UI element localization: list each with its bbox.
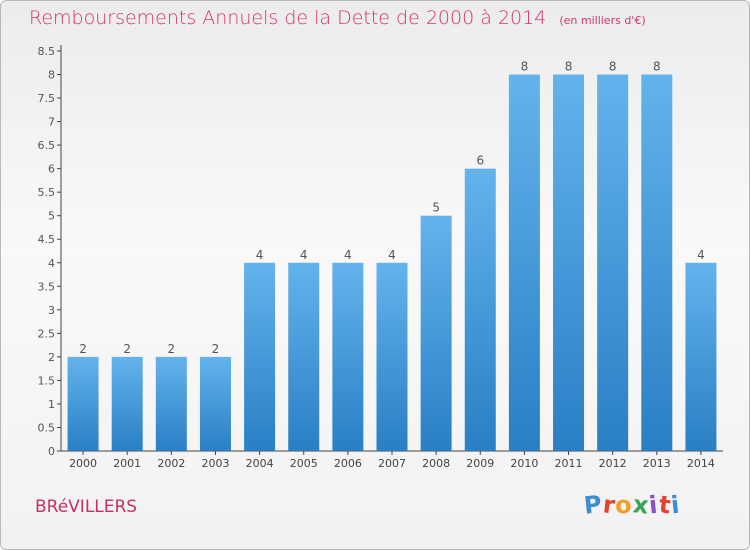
y-tick-label: 5 — [48, 210, 55, 223]
y-tick-label: 3 — [48, 304, 55, 317]
bar — [288, 262, 320, 451]
bar — [111, 356, 143, 451]
y-tick-label: 8.5 — [38, 45, 56, 58]
bar — [376, 262, 408, 451]
x-tick-label: 2005 — [290, 457, 318, 470]
y-tick-label: 6 — [48, 163, 55, 176]
title-row: Remboursements Annuels de la Dette de 20… — [29, 7, 646, 29]
chart-title: Remboursements Annuels de la Dette de 20… — [29, 7, 547, 29]
bar-value-label: 8 — [565, 60, 573, 74]
bar — [332, 262, 364, 451]
logo-letter: i — [669, 490, 682, 520]
y-tick-label: 6.5 — [38, 139, 56, 152]
bar — [244, 262, 276, 451]
x-tick-label: 2003 — [201, 457, 229, 470]
y-tick-label: 8 — [48, 69, 55, 82]
bar-value-label: 8 — [521, 60, 529, 74]
bar — [685, 262, 717, 451]
bar — [420, 215, 452, 451]
x-tick-label: 2011 — [555, 457, 583, 470]
x-tick-label: 2008 — [422, 457, 450, 470]
bar-value-label: 4 — [300, 248, 308, 262]
chart-subtitle: (en milliers d'€) — [559, 14, 646, 27]
bar-value-label: 2 — [168, 342, 176, 356]
bar-value-label: 2 — [212, 342, 220, 356]
commune-name: BRéVILLERS — [35, 497, 138, 517]
y-tick-label: 3.5 — [38, 280, 56, 293]
y-tick-label: 1.5 — [38, 374, 56, 387]
x-tick-label: 2002 — [157, 457, 185, 470]
y-tick-label: 4.5 — [38, 233, 56, 246]
bar — [67, 356, 99, 451]
bar — [597, 74, 629, 451]
y-tick-label: 7 — [48, 116, 55, 129]
x-tick-label: 2000 — [69, 457, 97, 470]
bar — [464, 168, 496, 451]
x-tick-label: 2001 — [113, 457, 141, 470]
bar-value-label: 8 — [653, 60, 661, 74]
bar-value-label: 8 — [609, 60, 617, 74]
x-tick-label: 2014 — [687, 457, 715, 470]
y-tick-label: 0.5 — [38, 421, 56, 434]
x-tick-label: 2013 — [643, 457, 671, 470]
proxiti-logo[interactable]: Proxiti — [583, 490, 682, 520]
bar — [508, 74, 540, 451]
bar — [553, 74, 585, 451]
bar-value-label: 6 — [476, 154, 484, 168]
bar-value-label: 5 — [432, 201, 440, 215]
bar — [155, 356, 187, 451]
y-tick-label: 2 — [48, 351, 55, 364]
bar-value-label: 4 — [344, 248, 352, 262]
x-tick-label: 2004 — [246, 457, 274, 470]
y-tick-label: 1 — [48, 398, 55, 411]
bar-value-label: 2 — [79, 342, 87, 356]
bar-value-label: 4 — [697, 248, 705, 262]
x-tick-label: 2012 — [599, 457, 627, 470]
bar — [641, 74, 673, 451]
x-tick-label: 2009 — [466, 457, 494, 470]
y-tick-label: 5.5 — [38, 186, 56, 199]
y-tick-label: 4 — [48, 257, 55, 270]
bar-value-label: 4 — [388, 248, 396, 262]
bar-value-label: 2 — [123, 342, 131, 356]
y-tick-label: 7.5 — [38, 92, 56, 105]
bar — [199, 356, 231, 451]
y-tick-label: 0 — [48, 445, 55, 458]
x-tick-label: 2007 — [378, 457, 406, 470]
x-tick-label: 2010 — [510, 457, 538, 470]
x-tick-label: 2006 — [334, 457, 362, 470]
y-tick-label: 2.5 — [38, 327, 56, 340]
bar-value-label: 4 — [256, 248, 264, 262]
